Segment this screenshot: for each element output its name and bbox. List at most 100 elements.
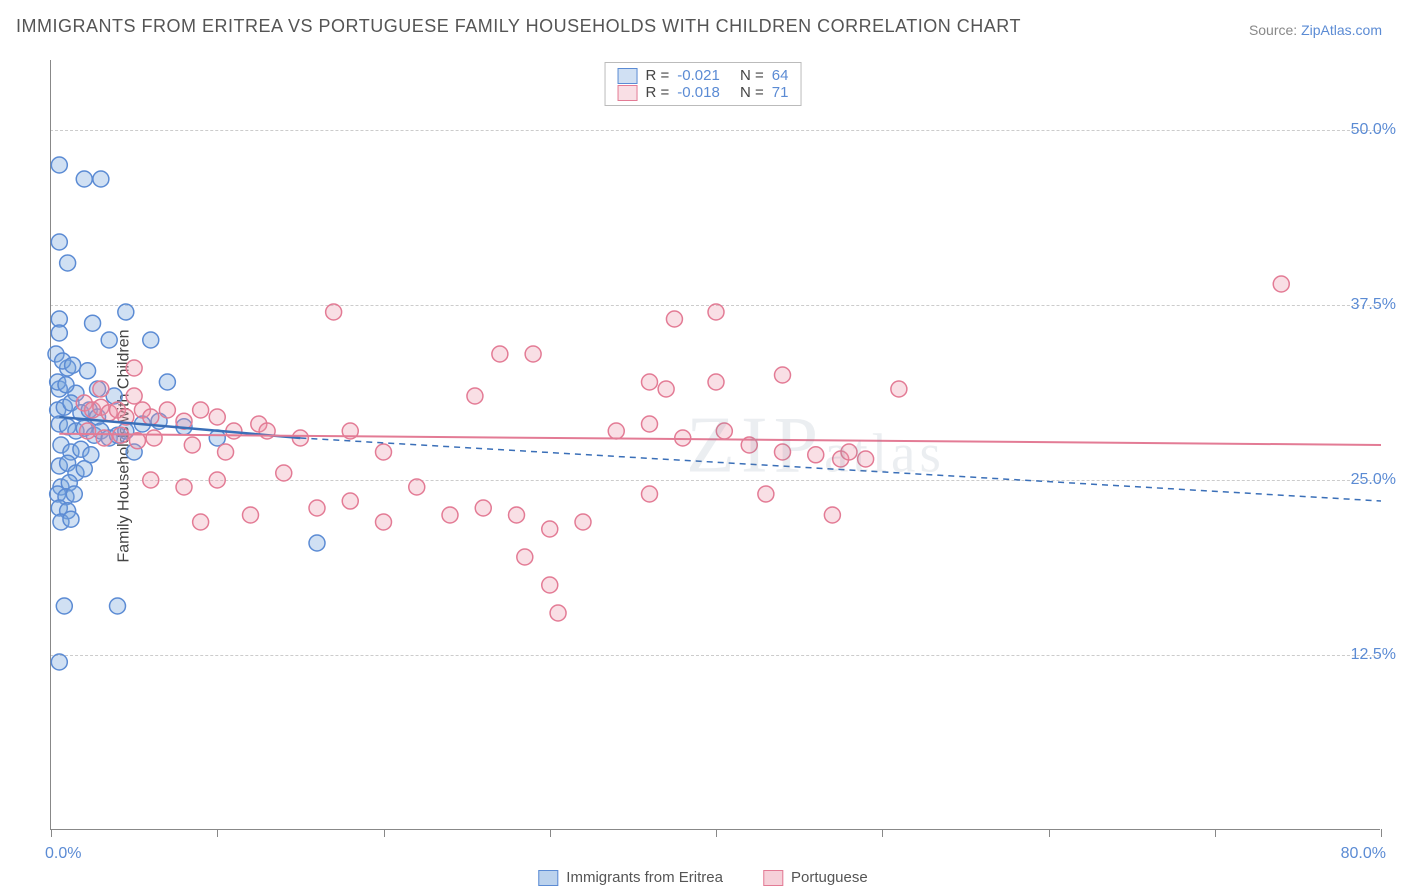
scatter-point bbox=[96, 430, 112, 446]
scatter-point bbox=[509, 507, 525, 523]
scatter-point bbox=[101, 332, 117, 348]
x-axis-start-label: 0.0% bbox=[45, 845, 81, 863]
scatter-point bbox=[143, 409, 159, 425]
scatter-point bbox=[85, 315, 101, 331]
scatter-point bbox=[51, 654, 67, 670]
scatter-point bbox=[492, 346, 508, 362]
scatter-point bbox=[891, 381, 907, 397]
scatter-point bbox=[775, 367, 791, 383]
x-tick bbox=[384, 829, 385, 837]
scatter-point bbox=[1273, 276, 1289, 292]
x-tick bbox=[716, 829, 717, 837]
scatter-point bbox=[808, 447, 824, 463]
swatch-series-2 bbox=[618, 85, 638, 101]
scatter-point bbox=[209, 409, 225, 425]
scatter-point bbox=[542, 521, 558, 537]
r-label-1: R = bbox=[646, 67, 670, 84]
stats-legend-box: R = -0.021 N = 64 R = -0.018 N = 71 bbox=[605, 62, 802, 106]
legend-swatch-1 bbox=[538, 870, 558, 886]
swatch-series-1 bbox=[618, 68, 638, 84]
scatter-point bbox=[517, 549, 533, 565]
x-tick bbox=[51, 829, 52, 837]
scatter-point bbox=[93, 171, 109, 187]
scatter-point bbox=[642, 486, 658, 502]
scatter-point bbox=[159, 374, 175, 390]
scatter-point bbox=[708, 374, 724, 390]
scatter-point bbox=[309, 500, 325, 516]
legend-item-1: Immigrants from Eritrea bbox=[538, 869, 723, 886]
r-value-2: -0.018 bbox=[677, 84, 720, 101]
scatter-point bbox=[184, 437, 200, 453]
stats-row-series-1: R = -0.021 N = 64 bbox=[618, 67, 789, 84]
source-prefix: Source: bbox=[1249, 22, 1301, 38]
source-link[interactable]: ZipAtlas.com bbox=[1301, 22, 1382, 38]
scatter-point bbox=[56, 598, 72, 614]
x-tick bbox=[550, 829, 551, 837]
x-tick bbox=[1381, 829, 1382, 837]
n-label-1: N = bbox=[740, 67, 764, 84]
scatter-point bbox=[716, 423, 732, 439]
scatter-point bbox=[51, 157, 67, 173]
scatter-point bbox=[608, 423, 624, 439]
scatter-point bbox=[642, 416, 658, 432]
scatter-point bbox=[525, 346, 541, 362]
trend-line-dashed bbox=[300, 438, 1381, 501]
scatter-point bbox=[143, 472, 159, 488]
scatter-point bbox=[326, 304, 342, 320]
scatter-point bbox=[841, 444, 857, 460]
scatter-point bbox=[409, 479, 425, 495]
legend-item-2: Portuguese bbox=[763, 869, 868, 886]
source-attribution: Source: ZipAtlas.com bbox=[1249, 22, 1382, 38]
scatter-point bbox=[51, 325, 67, 341]
scatter-point bbox=[209, 472, 225, 488]
scatter-point bbox=[376, 514, 392, 530]
scatter-point bbox=[775, 444, 791, 460]
scatter-point bbox=[80, 363, 96, 379]
scatter-point bbox=[824, 507, 840, 523]
scatter-point bbox=[118, 304, 134, 320]
stats-row-series-2: R = -0.018 N = 71 bbox=[618, 84, 789, 101]
scatter-point bbox=[218, 444, 234, 460]
n-label-2: N = bbox=[740, 84, 764, 101]
scatter-point bbox=[309, 535, 325, 551]
n-value-1: 64 bbox=[772, 67, 789, 84]
legend-label-1: Immigrants from Eritrea bbox=[566, 869, 723, 886]
scatter-point bbox=[376, 444, 392, 460]
scatter-point bbox=[63, 511, 79, 527]
scatter-point bbox=[58, 377, 74, 393]
chart-title: IMMIGRANTS FROM ERITREA VS PORTUGUESE FA… bbox=[16, 16, 1021, 37]
scatter-point bbox=[475, 500, 491, 516]
plot-area: 0.0% 80.0% bbox=[50, 60, 1380, 830]
x-tick bbox=[217, 829, 218, 837]
x-tick bbox=[1049, 829, 1050, 837]
scatter-point bbox=[143, 332, 159, 348]
scatter-point bbox=[276, 465, 292, 481]
scatter-point bbox=[159, 402, 175, 418]
scatter-point bbox=[60, 255, 76, 271]
scatter-point bbox=[675, 430, 691, 446]
scatter-point bbox=[193, 514, 209, 530]
scatter-point bbox=[110, 598, 126, 614]
scatter-point bbox=[708, 304, 724, 320]
scatter-point bbox=[642, 374, 658, 390]
x-axis-end-label: 80.0% bbox=[1341, 845, 1386, 863]
scatter-svg bbox=[51, 60, 1380, 829]
scatter-point bbox=[858, 451, 874, 467]
x-tick bbox=[882, 829, 883, 837]
scatter-point bbox=[542, 577, 558, 593]
scatter-point bbox=[93, 381, 109, 397]
scatter-point bbox=[658, 381, 674, 397]
scatter-point bbox=[146, 430, 162, 446]
scatter-point bbox=[126, 360, 142, 376]
bottom-legend: Immigrants from Eritrea Portuguese bbox=[538, 869, 867, 886]
scatter-point bbox=[342, 493, 358, 509]
scatter-point bbox=[176, 479, 192, 495]
scatter-point bbox=[76, 171, 92, 187]
n-value-2: 71 bbox=[772, 84, 789, 101]
scatter-point bbox=[193, 402, 209, 418]
scatter-point bbox=[66, 486, 82, 502]
scatter-point bbox=[51, 234, 67, 250]
legend-swatch-2 bbox=[763, 870, 783, 886]
scatter-point bbox=[243, 507, 259, 523]
scatter-point bbox=[76, 461, 92, 477]
